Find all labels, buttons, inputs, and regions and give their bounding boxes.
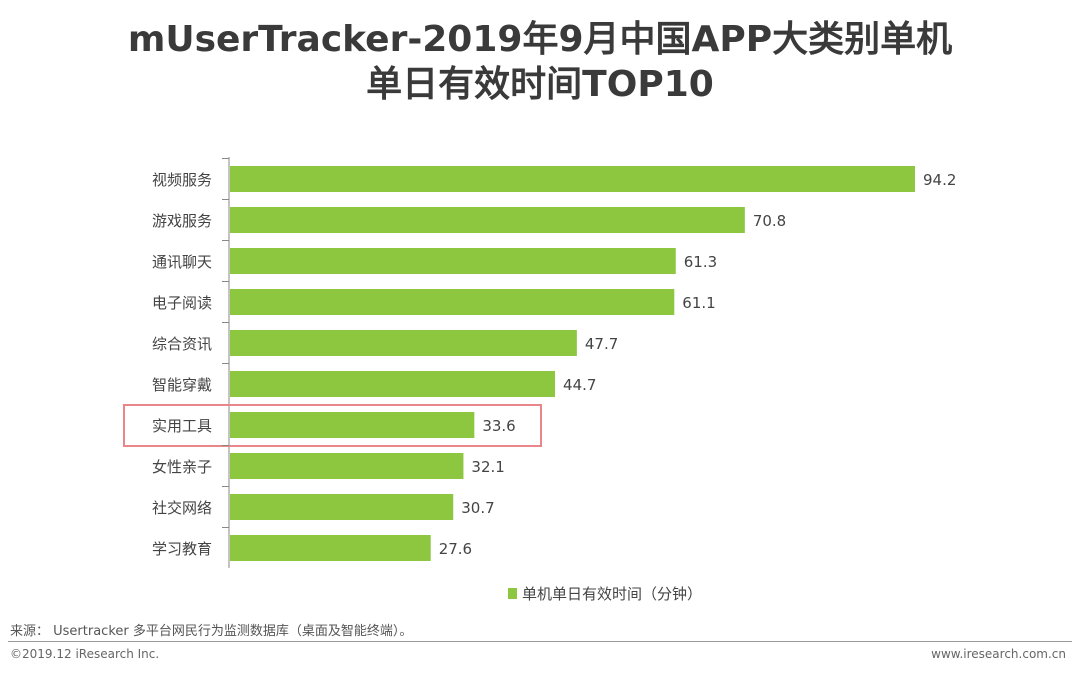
bar (230, 248, 676, 274)
category-label: 女性亲子 (152, 458, 212, 476)
data-label: 94.2 (923, 171, 956, 189)
data-label: 70.8 (753, 212, 786, 230)
category-label: 实用工具 (152, 417, 212, 435)
bar (230, 289, 675, 315)
chart-title-line-1: mUserTracker-2019年9月中国APP大类别单机 (127, 19, 953, 60)
bar (230, 412, 475, 438)
data-label: 47.7 (585, 335, 618, 353)
bar (230, 207, 745, 233)
bar (230, 494, 454, 520)
bar (230, 330, 577, 356)
chart-title-line-2: 单日有效时间TOP10 (366, 64, 714, 105)
highlight-box (123, 404, 542, 447)
legend-swatch (508, 588, 517, 599)
category-label: 电子阅读 (152, 294, 212, 312)
footer-divider (8, 641, 1072, 642)
data-label: 32.1 (471, 458, 504, 476)
copyright: ©2019.12 iResearch Inc. (10, 647, 160, 661)
data-label: 61.3 (684, 253, 717, 271)
category-label: 社交网络 (152, 499, 212, 517)
data-label: 27.6 (439, 540, 472, 558)
data-label: 61.1 (682, 294, 715, 312)
bar-chart: 视频服务 94.2 游戏服务 70.8 通讯聊天 61.3 电子阅读 61.1 综合资讯 47.7… (123, 157, 956, 568)
bar (230, 453, 464, 479)
source-note: 来源： Usertracker 多平台网民行为监测数据库（桌面及智能终端）。 (10, 624, 413, 639)
data-label: 30.7 (461, 499, 494, 517)
legend: 单机单日有效时间（分钟） (508, 583, 702, 604)
website: www.iresearch.com.cn (931, 647, 1066, 661)
category-label: 综合资讯 (152, 335, 212, 353)
bar (230, 535, 431, 561)
bar (230, 166, 915, 192)
category-label: 学习教育 (152, 540, 212, 558)
category-label: 游戏服务 (152, 212, 212, 230)
bar (230, 371, 556, 397)
legend-label: 单机单日有效时间（分钟） (522, 585, 703, 603)
category-label: 智能穿戴 (152, 376, 212, 394)
category-label: 通讯聊天 (152, 253, 212, 271)
data-label: 33.6 (482, 417, 515, 435)
category-label: 视频服务 (152, 171, 212, 189)
data-label: 44.7 (563, 376, 596, 394)
